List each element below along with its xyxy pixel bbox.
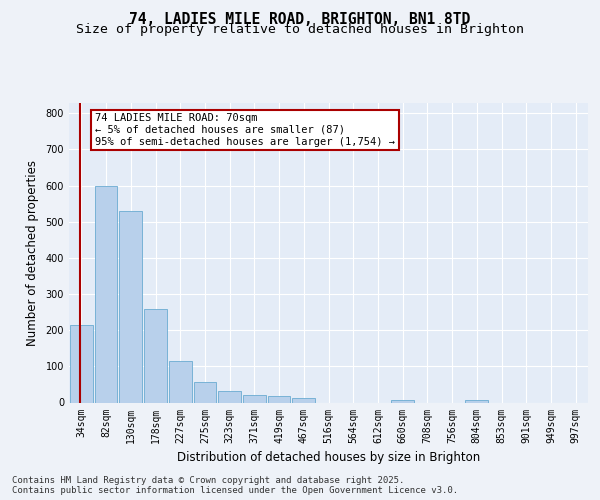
Bar: [268, 396, 290, 402]
Bar: [218, 390, 241, 402]
Bar: [194, 382, 216, 402]
Bar: [169, 360, 191, 403]
Bar: [243, 396, 266, 402]
Bar: [391, 400, 414, 402]
Bar: [70, 325, 93, 402]
Bar: [144, 309, 167, 402]
X-axis label: Distribution of detached houses by size in Brighton: Distribution of detached houses by size …: [177, 451, 480, 464]
Text: Contains HM Land Registry data © Crown copyright and database right 2025.
Contai: Contains HM Land Registry data © Crown c…: [12, 476, 458, 495]
Text: Size of property relative to detached houses in Brighton: Size of property relative to detached ho…: [76, 22, 524, 36]
Bar: [95, 186, 118, 402]
Bar: [119, 211, 142, 402]
Bar: [466, 400, 488, 402]
Text: 74 LADIES MILE ROAD: 70sqm
← 5% of detached houses are smaller (87)
95% of semi-: 74 LADIES MILE ROAD: 70sqm ← 5% of detac…: [95, 114, 395, 146]
Text: 74, LADIES MILE ROAD, BRIGHTON, BN1 8TD: 74, LADIES MILE ROAD, BRIGHTON, BN1 8TD: [130, 12, 470, 28]
Bar: [292, 398, 315, 402]
Y-axis label: Number of detached properties: Number of detached properties: [26, 160, 38, 346]
